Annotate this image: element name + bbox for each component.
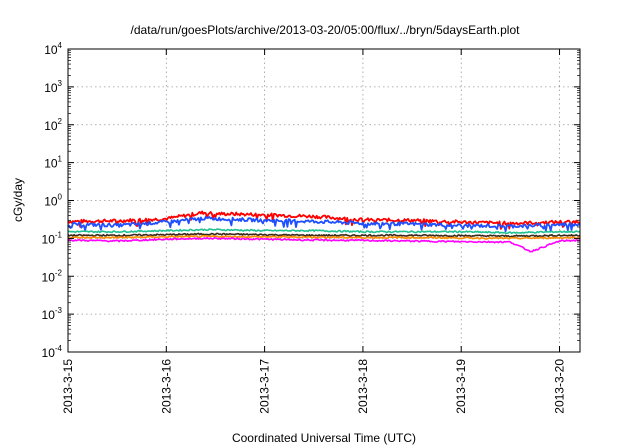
- x-tick-label: 2013-3-17: [258, 359, 272, 414]
- y-tick-label: 100: [44, 193, 62, 209]
- x-tick-label: 2013-3-16: [159, 359, 173, 414]
- x-tick-label: 2013-3-19: [454, 359, 468, 414]
- series-line: [67, 235, 581, 240]
- x-axis: 2013-3-15 2013-3-16 2013-3-17 2013-3-18 2013…: [61, 49, 567, 414]
- y-tick-label: 102: [44, 117, 62, 133]
- series-line: [67, 228, 581, 235]
- series-group: [67, 210, 581, 253]
- y-tick-label: 103: [44, 79, 62, 95]
- x-tick-label: 2013-3-20: [553, 359, 567, 414]
- x-tick-label: 2013-3-15: [61, 359, 75, 414]
- y-tick-label: 10-2: [42, 268, 63, 284]
- y-axis-label: cGy/day: [11, 178, 25, 222]
- series-line: [67, 232, 581, 238]
- y-tick-label: 104: [44, 41, 62, 57]
- y-tick-label: 10-1: [42, 230, 63, 246]
- y-axis: 10-4 10-3 10-2 10-1 100 101 102 103 104: [42, 41, 580, 360]
- series-line: [67, 210, 581, 230]
- x-axis-label: Coordinated Universal Time (UTC): [232, 431, 416, 445]
- x-tick-label: 2013-3-18: [356, 359, 370, 414]
- grid: [68, 49, 580, 352]
- series-line: [67, 236, 581, 253]
- chart-title: /data/run/goesPlots/archive/2013-03-20/0…: [131, 23, 521, 37]
- series-line: [67, 215, 581, 233]
- y-tick-label: 10-3: [42, 306, 63, 322]
- y-tick-label: 101: [44, 155, 62, 171]
- y-tick-label: 10-4: [42, 344, 63, 360]
